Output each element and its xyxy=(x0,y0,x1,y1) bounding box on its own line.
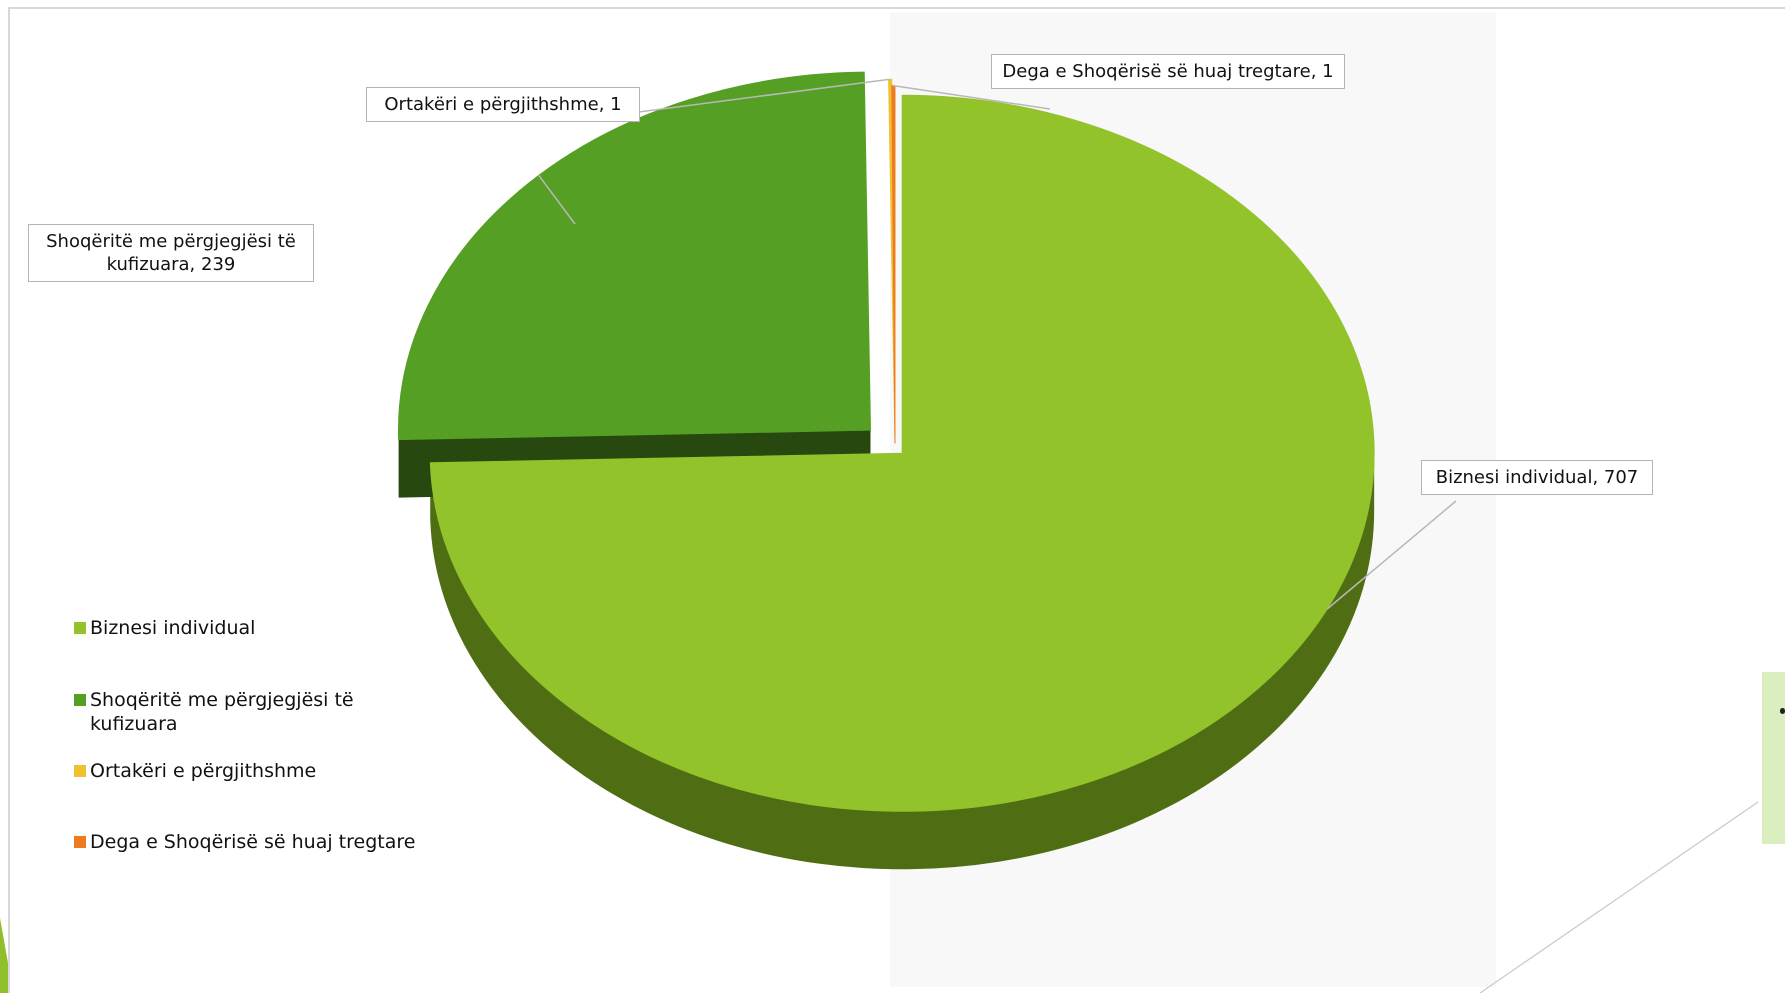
pie-slice-1 xyxy=(429,94,1375,812)
legend-item-biznesi: Biznesi individual xyxy=(74,616,434,640)
leader-line-2 xyxy=(538,174,576,225)
legend-label: Ortakëri e përgjithshme xyxy=(90,760,317,782)
slide-side-tab xyxy=(1762,672,1785,844)
bullet-icon xyxy=(1780,708,1785,714)
data-label-dega: Dega e Shoqërisë së huaj tregtare, 1 xyxy=(991,54,1345,89)
data-label-biznesi-individual: Biznesi individual, 707 xyxy=(1421,460,1653,495)
leader-line-3 xyxy=(599,78,890,118)
legend-item-shoqerite: Shoqëritë me përgjegjësi të kufizuara xyxy=(74,688,374,736)
data-label-shoqerite: Shoqëritë me përgjegjësi të kufizuara, 2… xyxy=(28,224,314,282)
leader-line-4 xyxy=(892,84,1051,110)
legend-swatch xyxy=(74,836,86,848)
data-label-ortakeri: Ortakëri e përgjithshme, 1 xyxy=(366,87,640,122)
connector-line xyxy=(1479,801,1759,993)
pie-slice-2 xyxy=(398,71,871,441)
legend-item-dega: Dega e Shoqërisë së huaj tregtare xyxy=(74,830,434,854)
pie-slice-side xyxy=(430,453,1375,870)
legend-swatch xyxy=(74,765,86,777)
legend-label: Biznesi individual xyxy=(90,617,256,639)
slide-accent-shape xyxy=(0,918,8,993)
legend-label: Dega e Shoqërisë së huaj tregtare xyxy=(90,831,416,853)
legend-swatch xyxy=(74,694,86,706)
legend-item-ortakeri: Ortakëri e përgjithshme xyxy=(74,759,434,783)
legend-swatch xyxy=(74,622,86,634)
leader-line-1 xyxy=(1326,500,1457,610)
legend-label: Shoqëritë me përgjegjësi të kufizuara xyxy=(90,689,354,735)
